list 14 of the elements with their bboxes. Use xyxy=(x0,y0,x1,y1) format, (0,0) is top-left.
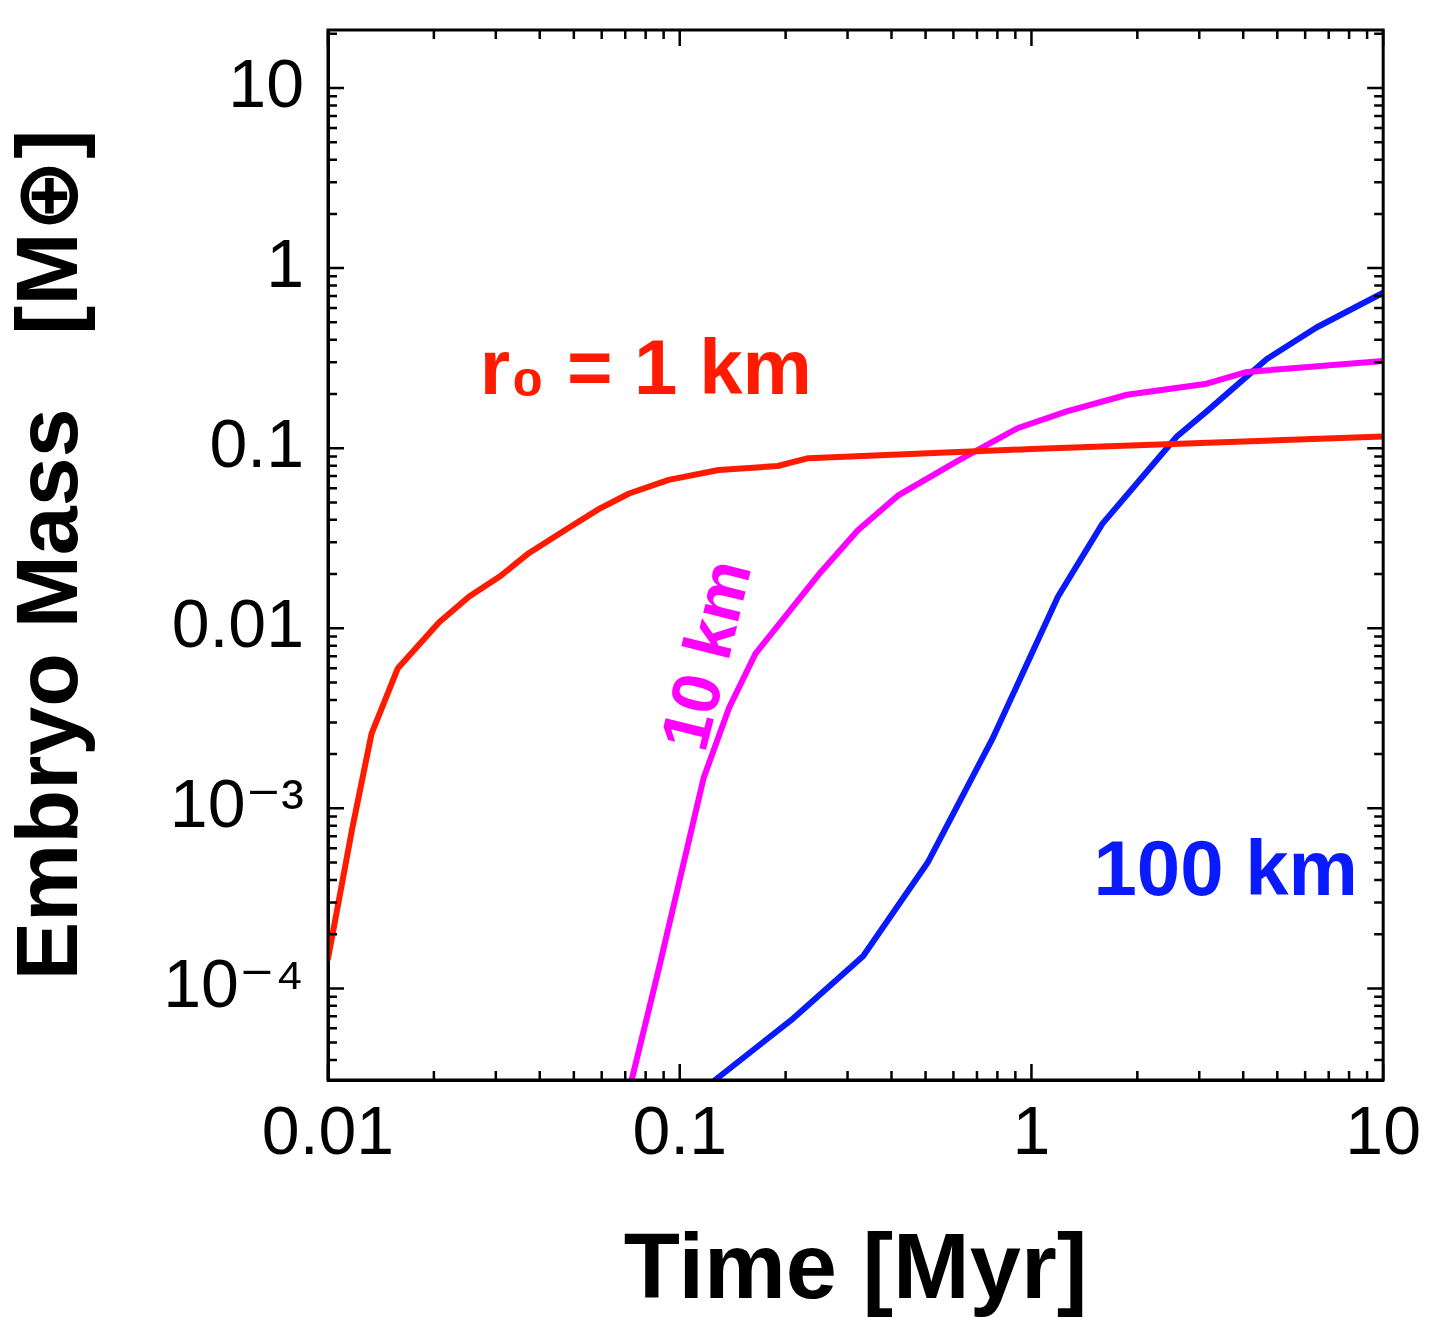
y-tick-label: 10⁻⁴ xyxy=(163,945,304,1022)
y-tick-label: 1 xyxy=(266,224,304,301)
x-tick-label: 10 xyxy=(1345,1091,1421,1168)
series-label: r₀ = 1 km xyxy=(479,322,812,411)
y-tick-label: 10⁻³ xyxy=(169,765,304,842)
x-tick-label: 0.1 xyxy=(632,1091,727,1168)
text: 10 km xyxy=(644,552,766,758)
y-axis-title: Embryo Mass [M⊕] xyxy=(0,129,97,981)
y-tick-label: 0.1 xyxy=(209,404,304,481)
series-label: 100 km xyxy=(1093,824,1358,913)
y-tick-label: 10 xyxy=(228,44,304,121)
x-axis-title: Time [Myr] xyxy=(623,1215,1088,1318)
x-tick-label: 1 xyxy=(1012,1091,1051,1168)
y-tick-label: 0.01 xyxy=(171,585,304,661)
